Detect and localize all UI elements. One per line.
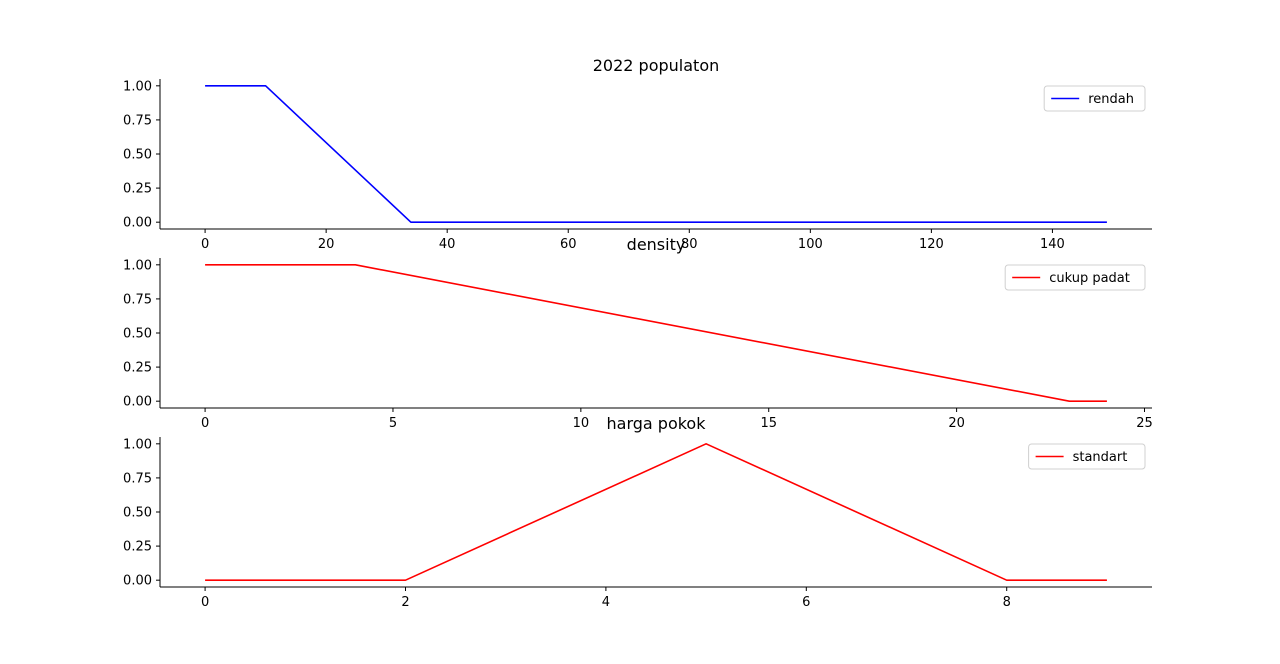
chart-panel-1: 0.00 0.25 0.50 0.75 1.00 0 20 40 60 80 100 120 140 20… bbox=[123, 56, 1152, 252]
x-tick-label: 60 bbox=[560, 237, 577, 252]
y-tick-label: 0.25 bbox=[123, 361, 152, 376]
y-tick-label: 1.00 bbox=[123, 258, 152, 273]
legend: rendah bbox=[1043, 85, 1146, 112]
y-tick-label: 0.00 bbox=[123, 216, 152, 231]
series-line-cukup-padat bbox=[205, 264, 1107, 402]
x-tick-label: 2 bbox=[401, 595, 409, 610]
y-tick-label: 0.25 bbox=[123, 540, 152, 555]
y-tick-label: 1.00 bbox=[123, 79, 152, 94]
chart-title: 2022 populaton bbox=[593, 56, 720, 75]
x-tick-label: 20 bbox=[948, 416, 965, 431]
legend: standart bbox=[1028, 443, 1146, 470]
x-tick-label: 25 bbox=[1136, 416, 1153, 431]
series-line-rendah bbox=[205, 85, 1107, 223]
x-tick-label: 8 bbox=[1003, 595, 1011, 610]
legend: cukup padat bbox=[1004, 264, 1146, 291]
x-tick-label: 15 bbox=[760, 416, 777, 431]
x-tick-label: 0 bbox=[201, 237, 209, 252]
series-line-standart bbox=[205, 443, 1107, 581]
y-tick-label: 0.75 bbox=[123, 471, 152, 486]
legend-label: cukup padat bbox=[1049, 271, 1130, 286]
x-tick-label: 40 bbox=[439, 237, 456, 252]
chart-panel-2: 0.00 0.25 0.50 0.75 1.00 0 5 10 15 20 25 density cuk… bbox=[123, 235, 1153, 431]
y-tick-label: 0.00 bbox=[123, 395, 152, 410]
x-tick-label: 100 bbox=[798, 237, 823, 252]
y-tick-label: 1.00 bbox=[123, 437, 152, 452]
y-tick-label: 0.50 bbox=[123, 506, 152, 521]
x-tick-label: 80 bbox=[681, 237, 698, 252]
y-tick-label: 0.50 bbox=[123, 327, 152, 342]
legend-box bbox=[1043, 85, 1146, 112]
chart-panel-3: 0.00 0.25 0.50 0.75 1.00 0 2 4 6 8 harga pokok stan… bbox=[123, 414, 1152, 610]
x-tick-label: 5 bbox=[389, 416, 397, 431]
y-tick-label: 0.25 bbox=[123, 182, 152, 197]
x-tick-label: 20 bbox=[318, 237, 335, 252]
x-tick-label: 6 bbox=[802, 595, 810, 610]
x-tick-label: 140 bbox=[1040, 237, 1065, 252]
chart-title: harga pokok bbox=[607, 414, 707, 433]
y-tick-label: 0.50 bbox=[123, 148, 152, 163]
x-tick-label: 120 bbox=[919, 237, 944, 252]
x-tick-label: 0 bbox=[201, 416, 209, 431]
y-tick-label: 0.75 bbox=[123, 113, 152, 128]
x-tick-label: 0 bbox=[201, 595, 209, 610]
legend-box bbox=[1004, 264, 1146, 291]
y-tick-label: 0.75 bbox=[123, 292, 152, 307]
chart-title: density bbox=[627, 235, 686, 254]
legend-label: standart bbox=[1073, 450, 1128, 465]
x-tick-label: 4 bbox=[602, 595, 610, 610]
legend-box bbox=[1028, 443, 1146, 470]
x-tick-label: 10 bbox=[573, 416, 590, 431]
legend-label: rendah bbox=[1088, 92, 1134, 107]
y-tick-label: 0.00 bbox=[123, 574, 152, 589]
